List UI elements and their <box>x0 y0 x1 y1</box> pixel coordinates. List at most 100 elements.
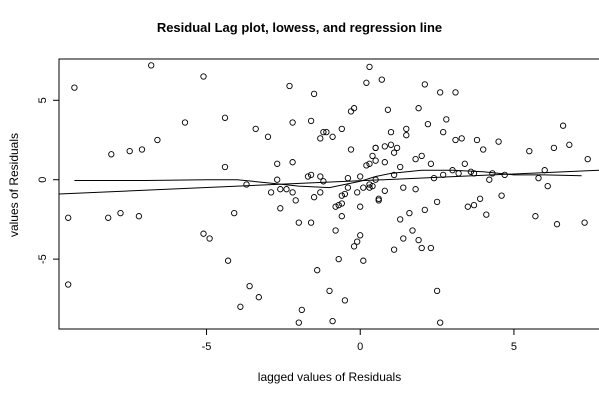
data-point <box>421 81 428 88</box>
data-point <box>246 282 253 290</box>
data-point <box>200 73 207 80</box>
data-point <box>489 170 496 177</box>
data-point <box>298 306 305 314</box>
data-point <box>409 227 416 234</box>
data-point <box>108 151 115 158</box>
data-point <box>274 176 281 183</box>
data-point <box>412 155 419 163</box>
data-point <box>443 116 450 123</box>
data-point <box>329 133 336 140</box>
data-point <box>314 267 321 274</box>
data-point <box>221 114 229 121</box>
y-axis: -5 0 5 <box>37 97 59 264</box>
data-point <box>418 152 425 160</box>
data-point <box>354 238 361 245</box>
fit-lines <box>58 169 599 195</box>
data-point <box>384 106 392 113</box>
data-point <box>535 174 542 182</box>
data-points <box>65 62 591 326</box>
data-point <box>397 216 404 223</box>
data-point <box>138 146 146 153</box>
data-point <box>427 244 435 252</box>
data-point <box>341 297 349 304</box>
data-point <box>532 213 539 220</box>
data-point <box>154 136 161 144</box>
data-point <box>369 182 376 190</box>
data-point <box>455 170 462 177</box>
data-point <box>295 219 302 226</box>
data-point <box>252 125 259 133</box>
data-point <box>105 214 112 221</box>
data-point <box>501 171 508 179</box>
data-point <box>221 163 229 171</box>
data-point <box>372 157 379 164</box>
data-point <box>332 203 339 210</box>
data-point <box>338 213 345 220</box>
data-point <box>344 174 352 182</box>
data-point <box>366 184 373 191</box>
data-point <box>338 125 345 133</box>
data-point <box>332 227 339 234</box>
data-point <box>310 194 318 201</box>
data-point <box>403 125 410 133</box>
data-point <box>317 173 324 180</box>
data-point <box>357 232 364 239</box>
data-point <box>295 319 302 326</box>
data-point <box>289 159 296 166</box>
data-point <box>495 138 502 145</box>
x-tick-label: -5 <box>202 341 212 353</box>
data-point <box>65 281 72 288</box>
data-point <box>289 119 296 126</box>
data-point <box>387 141 395 148</box>
data-point <box>390 149 398 156</box>
data-point <box>437 319 444 326</box>
data-point <box>526 147 533 155</box>
data-point <box>277 205 284 212</box>
data-point <box>381 187 388 194</box>
data-point <box>304 173 312 180</box>
data-point <box>320 128 327 136</box>
x-tick-label: 0 <box>357 341 363 353</box>
data-point <box>231 209 238 217</box>
data-point <box>403 132 410 139</box>
data-point <box>360 257 367 264</box>
data-point <box>224 257 232 264</box>
data-point <box>553 221 561 228</box>
data-point <box>480 146 487 153</box>
data-point <box>307 219 315 226</box>
y-tick-label: -5 <box>37 254 49 264</box>
regression-line <box>58 169 599 195</box>
data-point <box>550 144 558 152</box>
data-point <box>400 184 407 191</box>
data-point <box>71 84 78 91</box>
data-point <box>393 144 401 152</box>
data-point <box>283 186 290 193</box>
data-point <box>289 189 296 196</box>
data-point <box>329 317 336 325</box>
data-point <box>335 201 342 209</box>
data-point <box>437 89 444 96</box>
data-point <box>117 209 124 217</box>
data-point <box>498 192 505 199</box>
data-point <box>366 181 373 188</box>
data-point <box>581 219 588 226</box>
data-point <box>350 105 358 112</box>
data-point <box>387 128 395 136</box>
data-point <box>415 236 422 244</box>
data-point <box>467 168 475 175</box>
data-point <box>440 128 447 136</box>
lowess-line <box>74 169 582 189</box>
x-axis-label: lagged values of Residuals <box>257 370 402 384</box>
y-tick-label: 0 <box>37 177 49 183</box>
data-point <box>369 152 376 160</box>
data-point <box>427 160 435 167</box>
x-tick-label: 5 <box>511 341 517 353</box>
data-point <box>277 186 284 193</box>
data-point <box>344 184 352 191</box>
data-point <box>354 189 361 196</box>
data-point <box>317 189 324 196</box>
data-point <box>378 76 385 83</box>
data-point <box>483 211 490 218</box>
data-point <box>65 214 72 221</box>
